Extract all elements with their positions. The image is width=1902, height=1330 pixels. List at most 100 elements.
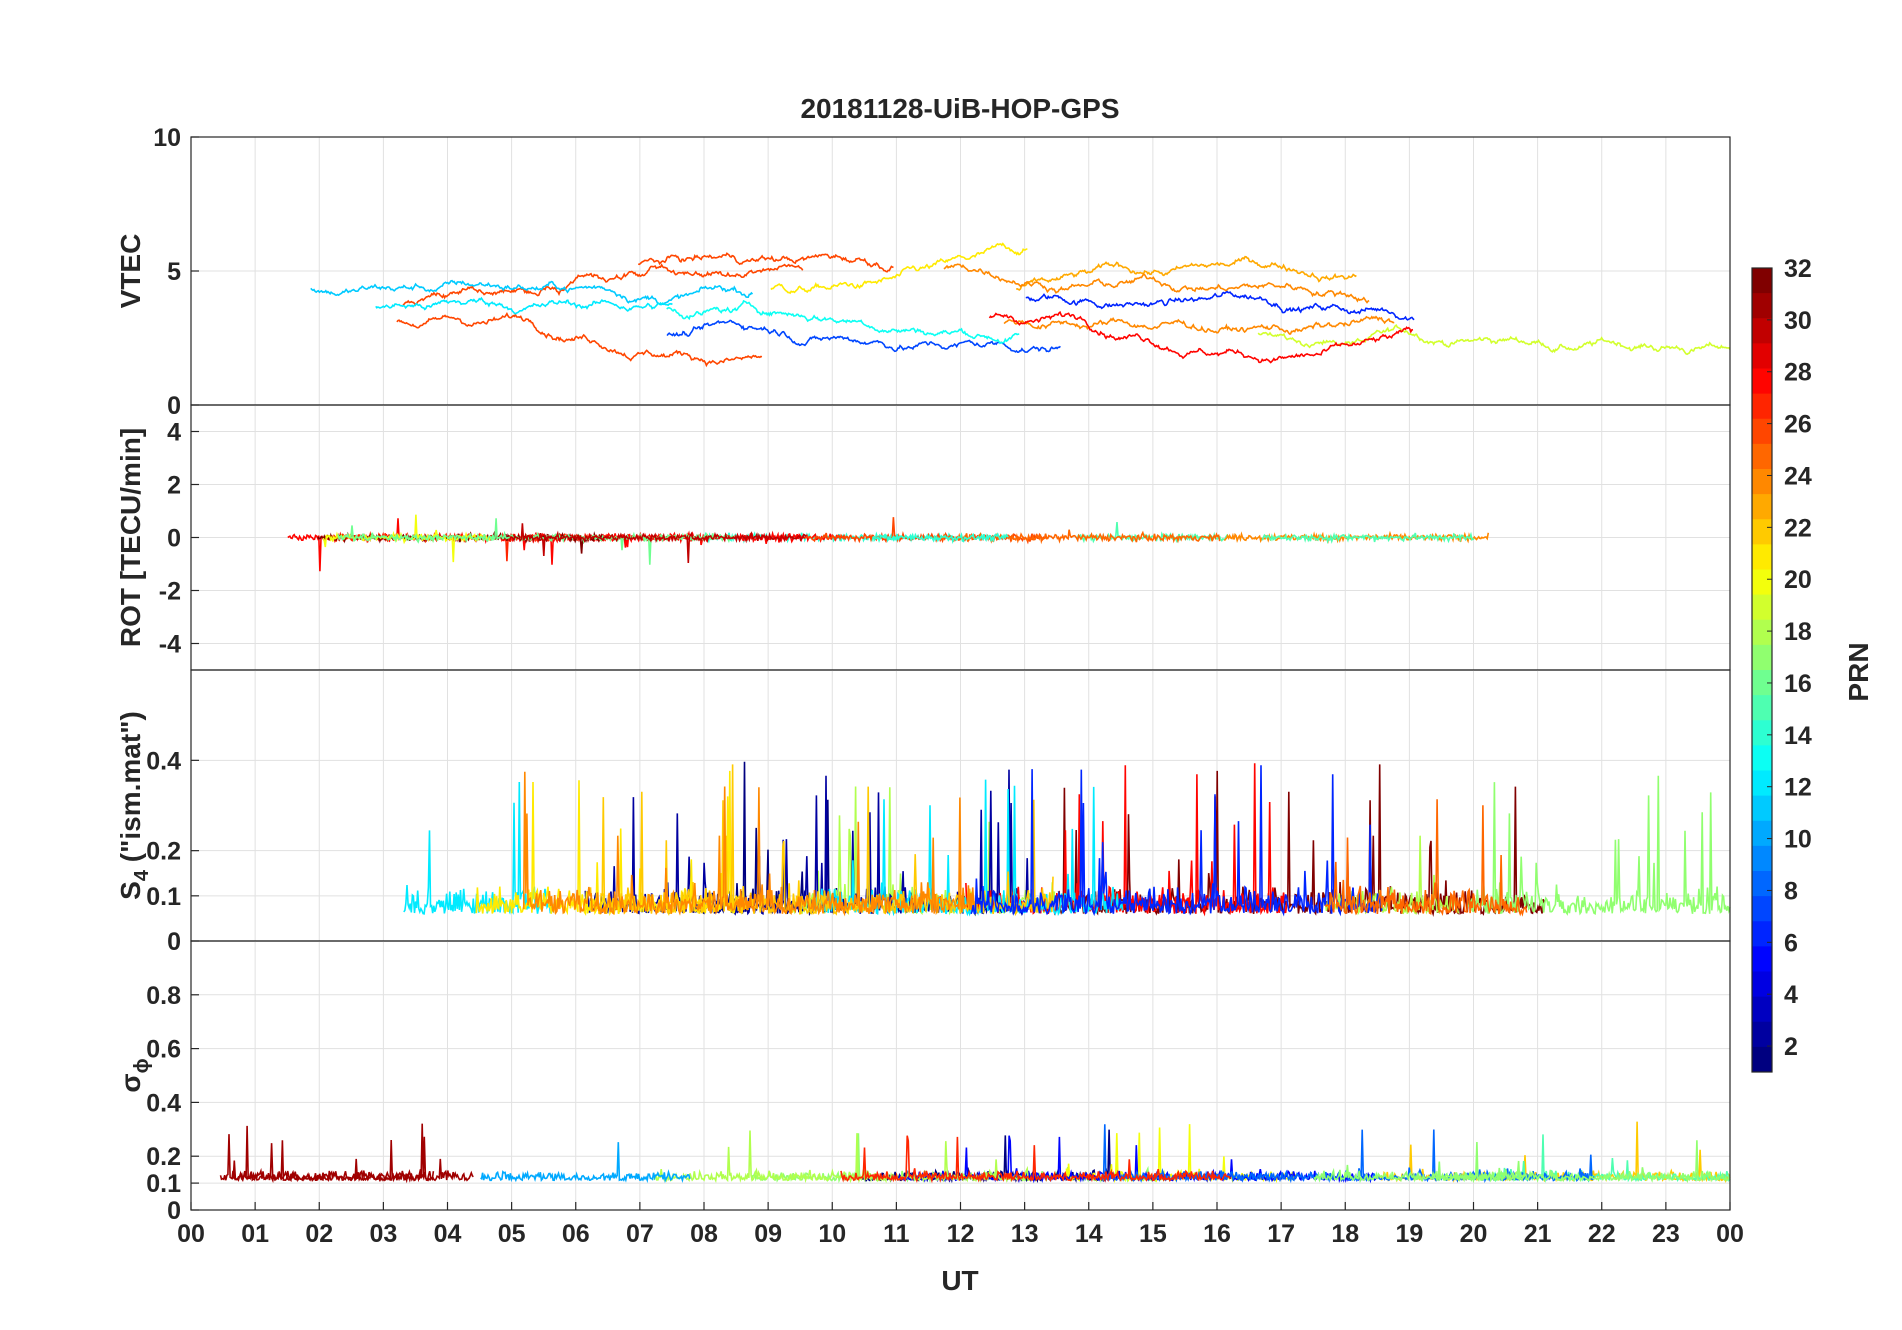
series-line-prn	[770, 242, 1028, 295]
x-tick-label: 18	[1331, 1220, 1359, 1248]
y-tick-label: 0	[167, 392, 181, 420]
series-line-prn	[508, 523, 807, 564]
colorbar-tick-label: 20	[1784, 566, 1812, 594]
x-axis-ticks: 00 01 02 03 04 05 06 07 08 09 10 11 12 13 14 15 16 17 18 19…	[177, 1202, 1744, 1248]
series-line-prn	[1261, 531, 1475, 545]
x-tick-label: 06	[562, 1220, 590, 1248]
x-tick-label: 12	[947, 1220, 975, 1248]
y-tick-label: 4	[167, 419, 181, 447]
series-line-prn	[231, 1143, 435, 1184]
x-tick-label: 20	[1460, 1220, 1488, 1248]
colorbar-tick-label: 18	[1784, 618, 1812, 646]
series-group	[219, 1121, 1731, 1184]
colorbar-segment	[1752, 644, 1772, 671]
y-tick-label: 0	[167, 1197, 181, 1225]
colorbar-tick-label: 32	[1784, 255, 1812, 283]
x-tick-label: 01	[241, 1220, 269, 1248]
x-tick-label: 15	[1139, 1220, 1167, 1248]
y-axis-label: σϕ	[115, 1058, 153, 1092]
series-line-prn	[638, 252, 894, 273]
x-tick-label: 21	[1524, 1220, 1552, 1248]
colorbar-segment	[1752, 745, 1772, 771]
series-line-prn	[1057, 764, 1546, 917]
x-tick-label: 02	[305, 1220, 333, 1248]
series-line-prn	[988, 310, 1414, 364]
colorbar-segment	[1752, 469, 1772, 495]
colorbar-tick-label: 2	[1784, 1033, 1798, 1061]
x-tick-label: 23	[1652, 1220, 1680, 1248]
series-line-prn	[522, 771, 976, 917]
x-tick-label: 16	[1203, 1220, 1231, 1248]
series-line-prn	[840, 1135, 1231, 1184]
series-line-prn	[337, 518, 735, 565]
x-tick-label: 10	[818, 1220, 846, 1248]
colorbar-tick-label: 10	[1784, 826, 1812, 854]
series-line-prn	[943, 263, 1370, 304]
y-tick-label: 5	[167, 258, 181, 286]
colorbar-segment	[1752, 293, 1772, 319]
panel-sigma-phi: 00.10.2 0.4 0.6 0.8 σϕ	[115, 940, 1731, 1225]
colorbar-tick-label: 28	[1784, 359, 1812, 387]
x-tick-label: 22	[1588, 1220, 1616, 1248]
colorbar-segment	[1752, 519, 1772, 545]
colorbar-segment	[1752, 770, 1772, 797]
x-tick-label: 03	[369, 1220, 397, 1248]
colorbar-segment	[1752, 619, 1772, 646]
y-tick-label: -4	[159, 631, 181, 659]
y-tick-label: 0.4	[146, 747, 181, 775]
y-tick-label: 0.6	[146, 1036, 181, 1064]
colorbar-tick-label: 12	[1784, 774, 1812, 802]
y-tick-label: 0.1	[146, 883, 181, 911]
series-group	[403, 761, 1731, 917]
chart-title: 20181128-UiB-HOP-GPS	[800, 93, 1119, 124]
colorbar-tick-label: 22	[1784, 514, 1812, 542]
x-tick-label: 09	[754, 1220, 782, 1248]
panel-s4: 0 0.1 0.2 0.4S4 ("ism.mat")	[115, 669, 1731, 956]
colorbar-segment	[1752, 443, 1772, 470]
series-line-prn	[1432, 1140, 1731, 1184]
colorbar-segment	[1752, 569, 1772, 596]
y-tick-label: 0.2	[146, 838, 181, 866]
colorbar-tick-label: 30	[1784, 307, 1812, 335]
colorbar-segment	[1752, 695, 1772, 721]
colorbar-tick-label: 6	[1784, 929, 1798, 957]
x-tick-label: 00	[1716, 1220, 1744, 1248]
colorbar-segment	[1752, 720, 1772, 746]
colorbar-segment	[1752, 1046, 1772, 1073]
x-tick-label: 07	[626, 1220, 654, 1248]
colorbar-tick-label: 26	[1784, 411, 1812, 439]
colorbar-segment	[1752, 996, 1772, 1023]
series-line-prn	[1257, 324, 1731, 356]
colorbar-segment	[1752, 670, 1772, 696]
colorbar-segment	[1752, 268, 1772, 294]
y-tick-label: -2	[159, 578, 181, 606]
y-tick-label: 0.1	[146, 1170, 181, 1198]
colorbar-segment	[1752, 594, 1772, 621]
series-line-prn	[310, 279, 754, 306]
series-line-prn	[1015, 255, 1357, 291]
series-line-prn	[872, 532, 1009, 544]
colorbar-frame	[1751, 267, 1773, 1073]
x-tick-label: 05	[498, 1220, 526, 1248]
colorbar-segment	[1752, 845, 1772, 872]
series-line-prn	[396, 312, 763, 368]
y-tick-label: 0	[167, 525, 181, 553]
colorbar-segment	[1752, 418, 1772, 445]
series-line-prn	[1003, 315, 1395, 335]
x-tick-label: 14	[1075, 1220, 1103, 1248]
series-line-prn	[584, 769, 1030, 917]
panel-vtec: 0 5 10 VTEC	[115, 124, 1731, 420]
colorbar-tick-label: 16	[1784, 670, 1812, 698]
x-tick-label: 00	[177, 1220, 205, 1248]
series-line-prn	[375, 296, 673, 315]
colorbar-tick-label: 24	[1784, 462, 1812, 490]
colorbar-segment	[1752, 343, 1772, 369]
colorbar-segment	[1752, 1021, 1772, 1048]
series-line-prn	[666, 299, 1020, 345]
y-tick-label: 0	[167, 928, 181, 956]
series-line-prn	[1025, 290, 1415, 321]
colorbar-segment	[1752, 318, 1772, 344]
series-line-prn	[970, 765, 1383, 917]
colorbar-segment	[1752, 795, 1772, 822]
series-line-prn	[402, 263, 804, 306]
